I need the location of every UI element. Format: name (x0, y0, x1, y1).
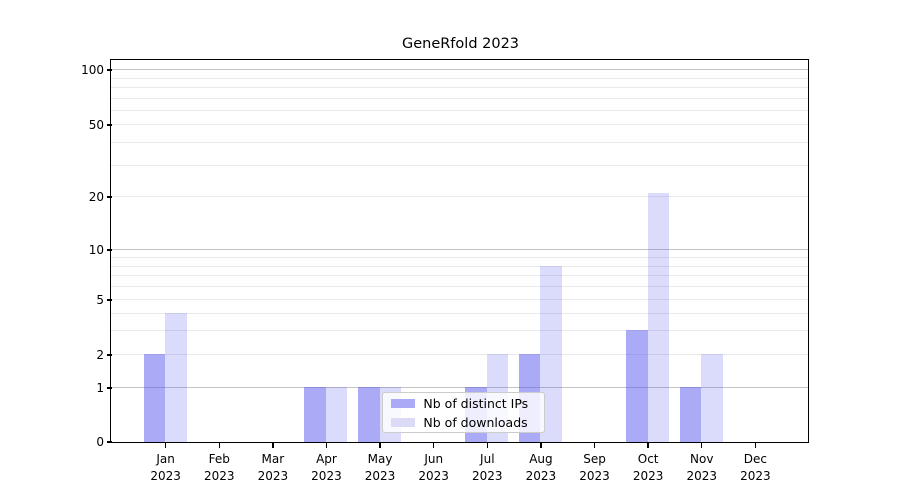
x-tick-mark-oct (647, 443, 649, 448)
legend-label-distinct-ips: Nb of distinct IPs (423, 395, 529, 411)
y-tick-label-1: 1 (96, 381, 104, 395)
bar-nov-downloads (701, 354, 723, 443)
legend-label-downloads: Nb of downloads (423, 414, 528, 430)
gridline-y-40 (111, 141, 809, 143)
y-tick-mark-1 (107, 387, 112, 389)
plot-area: Nb of distinct IPs Nb of downloads (110, 59, 810, 444)
bar-jan-downloads (165, 312, 187, 443)
gridline-y-2 (111, 354, 809, 356)
gridline-y-70 (111, 97, 809, 99)
bar-apr-distinct-ips (304, 387, 326, 443)
x-tick-label-dec: Dec 2023 (740, 452, 771, 483)
x-tick-label-nov: Nov 2023 (686, 452, 718, 483)
y-tick-label-0: 0 (96, 435, 104, 449)
x-tick-label-mar: Mar 2023 (257, 452, 289, 483)
x-tick-mark-sep (593, 443, 596, 448)
gridline-y-6 (111, 286, 809, 288)
y-tick-label-2: 2 (96, 348, 104, 362)
gridline-y-90 (111, 77, 809, 79)
x-tick-label-oct: Oct 2023 (632, 452, 664, 483)
x-tick-mark-jul (486, 443, 488, 448)
x-tick-mark-mar (272, 443, 274, 448)
bar-oct-distinct-ips (626, 330, 648, 443)
y-tick-label-100: 100 (81, 63, 104, 77)
gridline-y-4 (111, 312, 809, 314)
chart-title: GeneRfold 2023 (401, 36, 520, 52)
y-tick-mark-0 (107, 441, 112, 443)
legend: Nb of distinct IPs Nb of downloads (382, 392, 546, 434)
x-tick-label-aug: Aug 2023 (525, 452, 557, 483)
bar-may-distinct-ips (358, 387, 380, 443)
gridline-y-8 (111, 265, 809, 267)
gridline-y-20 (111, 196, 809, 198)
bar-jan-distinct-ips (143, 354, 165, 443)
bar-aug-downloads (540, 265, 562, 443)
gridline-y-9 (111, 257, 809, 258)
gridline-y-30 (111, 164, 809, 166)
gridline-y-3 (111, 330, 809, 332)
bar-nov-distinct-ips (679, 387, 702, 443)
y-tick-label-50: 50 (88, 118, 104, 132)
y-tick-mark-2 (107, 354, 112, 356)
y-tick-label-5: 5 (96, 293, 104, 307)
gridline-y-80 (111, 87, 809, 89)
y-tick-mark-10 (107, 249, 112, 251)
y-tick-mark-20 (107, 196, 112, 198)
legend-swatch-distinct-ips (391, 398, 416, 408)
x-tick-label-sep: Sep 2023 (579, 452, 610, 483)
gridline-y-10 (111, 249, 809, 251)
x-tick-label-jan: Jan 2023 (150, 452, 181, 483)
x-tick-mark-aug (540, 443, 542, 448)
y-tick-mark-5 (107, 299, 112, 301)
bar-oct-downloads (647, 192, 670, 443)
gridline-y-7 (111, 275, 809, 277)
x-tick-mark-jan (164, 443, 167, 448)
x-tick-mark-dec (754, 443, 757, 448)
legend-item-downloads: Nb of downloads (383, 415, 544, 430)
x-tick-mark-feb (218, 443, 220, 448)
gridline-y-60 (111, 109, 809, 111)
x-tick-label-feb: Feb 2023 (203, 452, 235, 483)
x-tick-mark-jun (432, 443, 435, 448)
y-tick-mark-50 (107, 124, 112, 126)
y-tick-label-10: 10 (88, 243, 104, 257)
x-tick-mark-nov (701, 443, 703, 448)
gridline-y-5 (111, 299, 809, 301)
x-tick-label-may: May 2023 (364, 452, 396, 483)
x-tick-label-jun: Jun 2023 (418, 452, 449, 483)
gridline-y-50 (111, 124, 809, 126)
gridline-y-100 (111, 69, 809, 71)
y-tick-label-20: 20 (88, 190, 104, 204)
y-tick-mark-100 (107, 69, 112, 71)
x-tick-mark-may (379, 443, 381, 448)
x-tick-label-jul: Jul 2023 (472, 452, 503, 483)
x-tick-mark-apr (325, 443, 328, 448)
x-tick-label-apr: Apr 2023 (311, 452, 342, 483)
legend-item-distinct-ips: Nb of distinct IPs (383, 396, 544, 411)
legend-swatch-downloads (391, 417, 416, 427)
gridline-y-1 (111, 387, 809, 389)
bar-apr-downloads (325, 387, 348, 443)
